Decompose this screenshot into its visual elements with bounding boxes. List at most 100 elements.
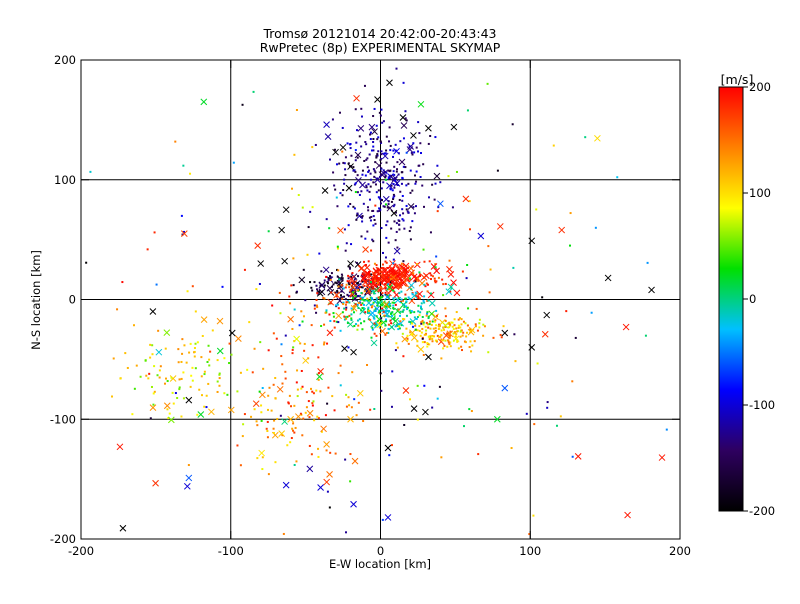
cross-stroke <box>321 187 329 194</box>
data-point-dot <box>392 149 395 152</box>
data-point-dot <box>325 218 328 221</box>
data-point-dot <box>392 183 395 186</box>
cross-stroke <box>374 176 381 184</box>
data-point-dot <box>180 360 183 363</box>
cross-stroke <box>353 94 360 102</box>
data-point-dot <box>374 307 377 310</box>
colorbar-gradient <box>718 86 744 512</box>
data-point-cross <box>501 329 509 337</box>
data-point-dot <box>383 205 386 208</box>
data-point-dot <box>187 464 190 467</box>
cross-stroke <box>362 246 369 253</box>
data-point-dot <box>121 281 124 284</box>
data-point-dot <box>218 373 221 376</box>
cross-stroke <box>390 274 397 281</box>
data-point-dot <box>385 331 388 334</box>
data-point-dot <box>354 323 357 326</box>
data-point-dot <box>474 325 477 328</box>
data-point-dot <box>194 367 197 370</box>
cross-stroke <box>293 335 300 343</box>
data-point-dot <box>350 281 353 284</box>
data-point-dot <box>369 281 372 284</box>
data-point-dot <box>153 390 156 393</box>
data-point-dot <box>344 286 347 289</box>
data-point-dot <box>385 309 388 312</box>
data-point-dot <box>395 284 398 287</box>
data-point-dot <box>304 299 307 302</box>
data-point-dot <box>337 321 340 324</box>
cross-stroke <box>391 269 399 276</box>
data-point-dot <box>356 288 359 291</box>
data-point-dot <box>132 324 135 327</box>
x-tick-label: -100 <box>218 544 244 558</box>
data-point-dot <box>420 322 423 325</box>
cross-stroke <box>501 384 509 392</box>
data-point-dot <box>384 287 387 290</box>
data-point-dot <box>396 346 399 349</box>
data-point-cross <box>393 247 401 255</box>
data-point-dot <box>421 319 424 322</box>
data-point-dot <box>408 230 411 233</box>
data-point-dot <box>451 206 454 209</box>
data-point-dot <box>367 209 370 212</box>
data-point-cross <box>393 179 401 187</box>
data-point-dot <box>149 356 152 359</box>
data-point-cross <box>410 405 418 412</box>
data-point-dot <box>352 297 355 300</box>
data-point-dot <box>159 365 162 368</box>
data-point-dot <box>388 177 391 180</box>
data-point-dot <box>422 323 425 326</box>
data-point-dot <box>402 309 405 312</box>
data-point-dot <box>349 147 352 150</box>
data-point-dot <box>392 170 395 173</box>
data-point-cross <box>353 94 360 102</box>
data-point-dot <box>353 311 356 314</box>
data-point-dot <box>385 320 388 323</box>
data-point-dot <box>211 329 214 332</box>
data-point-dot <box>369 219 372 222</box>
data-point-dot <box>291 352 294 355</box>
cross-stroke <box>216 317 224 325</box>
cross-stroke <box>316 290 324 297</box>
data-point-dot <box>158 376 161 379</box>
data-point-dot <box>384 283 387 286</box>
data-point-dot <box>332 312 335 315</box>
data-point-dot <box>347 300 350 303</box>
data-point-dot <box>378 209 381 212</box>
data-point-cross <box>281 418 288 425</box>
data-point-dot <box>382 181 385 184</box>
cross-stroke <box>323 478 331 486</box>
data-point-dot <box>434 263 437 266</box>
data-point-cross <box>528 237 536 245</box>
data-point-dot <box>320 430 323 433</box>
data-point-dot <box>207 382 210 385</box>
data-point-dot <box>385 178 388 181</box>
data-point-dot <box>278 291 281 294</box>
data-point-dot <box>403 423 406 426</box>
data-point-dot <box>366 157 369 160</box>
data-point-dot <box>267 473 270 476</box>
data-point-dot <box>345 393 348 396</box>
cross-stroke <box>163 402 171 410</box>
data-point-dot <box>574 336 577 339</box>
data-point-dot <box>419 142 422 145</box>
data-point-dot <box>218 372 221 375</box>
data-point-dot <box>438 324 441 327</box>
cross-stroke <box>326 470 333 478</box>
data-point-dot <box>303 349 306 352</box>
data-point-dot <box>333 148 336 151</box>
data-point-dot <box>357 302 360 305</box>
data-point-dot <box>352 205 355 208</box>
data-point-dot <box>569 212 572 215</box>
data-point-cross <box>282 206 290 214</box>
data-point-dot <box>440 456 443 459</box>
data-point-dot <box>409 311 412 314</box>
data-point-dot <box>369 133 372 136</box>
data-point-dot <box>112 357 115 360</box>
data-point-cross <box>398 158 406 166</box>
cross-stroke <box>407 203 415 210</box>
data-point-cross <box>417 346 425 353</box>
data-point-dot <box>402 165 405 168</box>
data-point-dot <box>295 381 298 384</box>
data-point-dot <box>345 242 348 245</box>
